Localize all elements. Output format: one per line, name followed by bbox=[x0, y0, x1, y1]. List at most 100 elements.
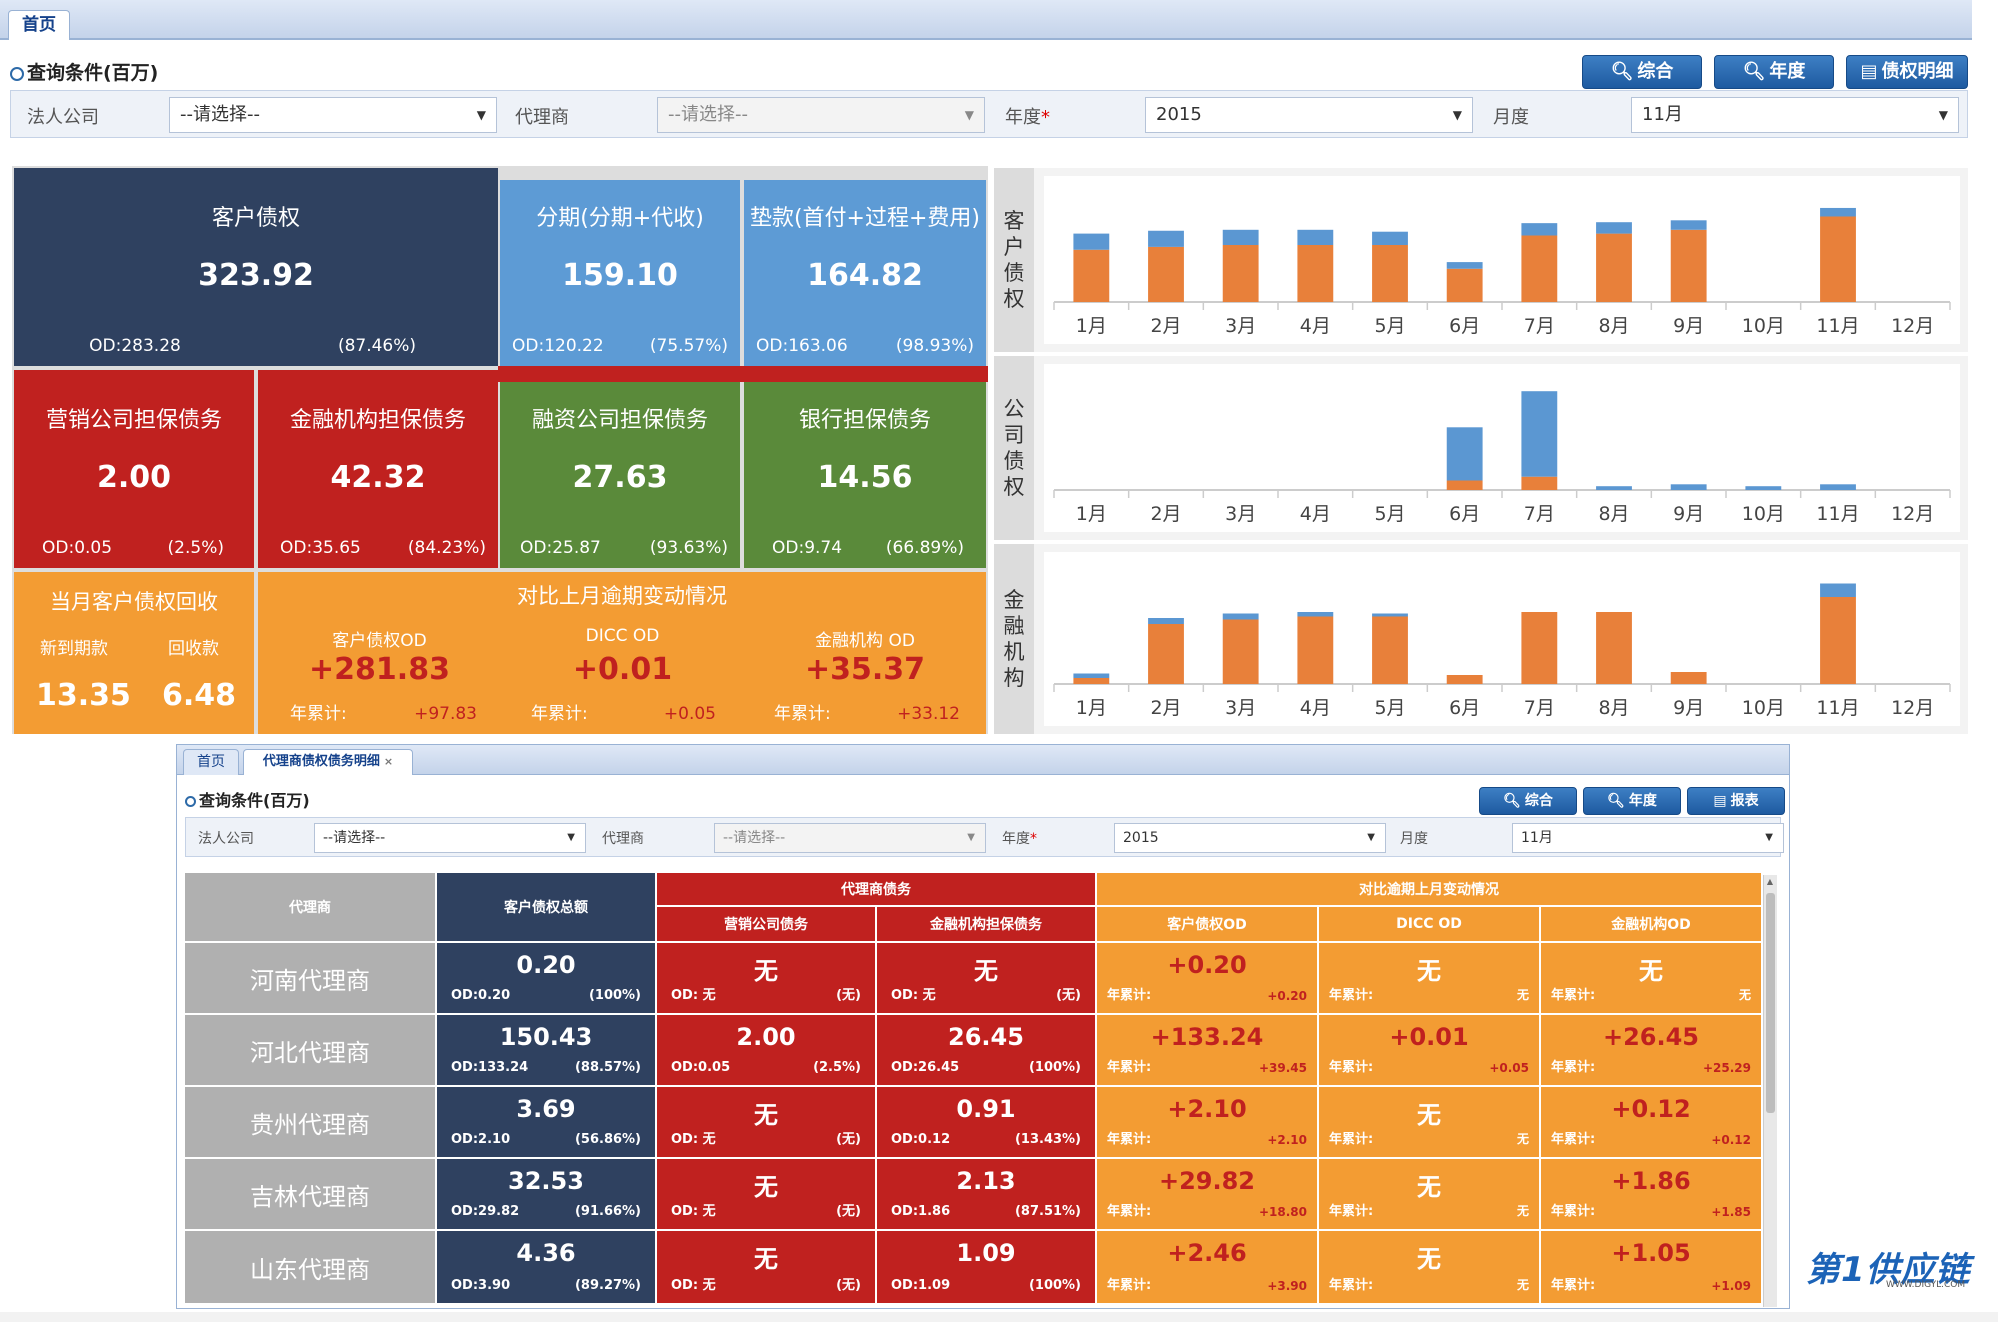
fin-od-cell[interactable]: +0.12 年累计: +0.12 bbox=[1541, 1087, 1761, 1157]
marketing-debt-cell[interactable]: 无 OD: 无 (无) bbox=[657, 1087, 875, 1157]
bar-segment[interactable] bbox=[1521, 235, 1558, 303]
tab-agent-detail[interactable]: 代理商债权债务明细 × bbox=[243, 749, 413, 775]
bar-segment[interactable] bbox=[1297, 229, 1334, 245]
customer-od-cell[interactable]: +2.46 年累计: +3.90 bbox=[1097, 1231, 1317, 1303]
close-icon[interactable]: × bbox=[383, 755, 394, 768]
bar-segment[interactable] bbox=[1596, 486, 1632, 490]
bar-segment[interactable] bbox=[1073, 673, 1110, 679]
bar-segment[interactable] bbox=[1222, 245, 1259, 302]
year-select[interactable]: 2015 ▼ bbox=[1114, 823, 1386, 853]
bar-segment[interactable] bbox=[1446, 675, 1483, 684]
marketing-debt-cell[interactable]: 无 OD: 无 (无) bbox=[657, 943, 875, 1013]
bar-segment[interactable] bbox=[1222, 619, 1259, 685]
bar-segment[interactable] bbox=[1372, 616, 1408, 685]
month-select[interactable]: 11月 ▼ bbox=[1631, 97, 1959, 133]
fin-od-cell[interactable]: +26.45 年累计: +25.29 bbox=[1541, 1015, 1761, 1085]
debt-detail-button[interactable]: ▤ 债权明细 bbox=[1846, 55, 1968, 89]
bar-segment[interactable] bbox=[1820, 207, 1856, 217]
marketing-debt-cell[interactable]: 无 OD: 无 (无) bbox=[657, 1159, 875, 1229]
customer-total-cell[interactable]: 0.20 OD:0.20 (100%) bbox=[437, 943, 655, 1013]
bar-segment[interactable] bbox=[1745, 486, 1782, 490]
bar-segment[interactable] bbox=[1820, 583, 1856, 598]
customer-total-cell[interactable]: 32.53 OD:29.82 (91.66%) bbox=[437, 1159, 655, 1229]
marketing-debt-cell[interactable]: 2.00 OD:0.05 (2.5%) bbox=[657, 1015, 875, 1085]
customer-od-cell[interactable]: +29.82 年累计: +18.80 bbox=[1097, 1159, 1317, 1229]
tile-customer-debt[interactable]: 客户债权 323.92 OD:283.28 (87.46%) bbox=[14, 168, 498, 366]
customer-total-cell[interactable]: 4.36 OD:3.90 (89.27%) bbox=[437, 1231, 655, 1303]
tile-compare-last-month[interactable]: 对比上月逾期变动情况 客户债权OD +281.83 年累计: +97.83 DI… bbox=[258, 572, 986, 734]
bar-segment[interactable] bbox=[1670, 229, 1707, 302]
fin-inst-debt-cell[interactable]: 2.13 OD:1.86 (87.51%) bbox=[877, 1159, 1095, 1229]
bar-segment[interactable] bbox=[1148, 246, 1184, 302]
marketing-debt-cell[interactable]: 无 OD: 无 (无) bbox=[657, 1231, 875, 1303]
bar-segment[interactable] bbox=[1596, 222, 1632, 234]
tile-bank-guarantee[interactable]: 银行担保债务 14.56 OD:9.74 (66.89%) bbox=[744, 382, 986, 568]
bar-segment[interactable] bbox=[1446, 427, 1483, 481]
fin-od-cell[interactable]: +1.86 年累计: +1.85 bbox=[1541, 1159, 1761, 1229]
fin-od-cell[interactable]: +1.05 年累计: +1.09 bbox=[1541, 1231, 1761, 1303]
bar-segment[interactable] bbox=[1222, 613, 1259, 620]
bar-segment[interactable] bbox=[1297, 616, 1334, 685]
fin-od-cell[interactable]: 无年累计: 无 bbox=[1541, 943, 1761, 1013]
bar-segment[interactable] bbox=[1222, 229, 1259, 245]
dicc-od-cell[interactable]: +0.01 年累计: +0.05 bbox=[1319, 1015, 1539, 1085]
tile-monthly-recovery[interactable]: 当月客户债权回收 新到期款 回收款 13.35 6.48 bbox=[14, 572, 254, 734]
bar-segment[interactable] bbox=[1820, 484, 1856, 490]
customer-total-cell[interactable]: 150.43 OD:133.24 (88.57%) bbox=[437, 1015, 655, 1085]
fin-inst-debt-cell[interactable]: 0.91 OD:0.12 (13.43%) bbox=[877, 1087, 1095, 1157]
bar-segment[interactable] bbox=[1670, 672, 1707, 684]
bar-segment[interactable] bbox=[1521, 223, 1558, 236]
tab-home[interactable]: 首页 bbox=[8, 10, 70, 40]
agent-name-cell[interactable]: 山东代理商 bbox=[185, 1231, 435, 1303]
bar-segment[interactable] bbox=[1297, 245, 1334, 302]
fin-inst-debt-cell[interactable]: 26.45 OD:26.45 (100%) bbox=[877, 1015, 1095, 1085]
bar-segment[interactable] bbox=[1670, 484, 1707, 490]
bar-segment[interactable] bbox=[1446, 262, 1483, 269]
customer-od-cell[interactable]: +133.24 年累计: +39.45 bbox=[1097, 1015, 1317, 1085]
scroll-up-icon[interactable]: ▲ bbox=[1766, 877, 1774, 886]
comprehensive-button[interactable]: 🔍︎ 综合 bbox=[1582, 55, 1702, 89]
agent-name-cell[interactable]: 河北代理商 bbox=[185, 1015, 435, 1085]
agent-name-cell[interactable]: 吉林代理商 bbox=[185, 1159, 435, 1229]
dicc-od-cell[interactable]: 无年累计: 无 bbox=[1319, 943, 1539, 1013]
legal-company-select[interactable]: --请选择-- ▼ bbox=[314, 823, 586, 853]
bar-segment[interactable] bbox=[1446, 268, 1483, 302]
year-select[interactable]: 2015 ▼ bbox=[1145, 97, 1473, 133]
comprehensive-button[interactable]: 🔍︎ 综合 bbox=[1479, 787, 1577, 815]
tile-installment[interactable]: 分期(分期+代收) 159.10 OD:120.22 (75.57%) bbox=[500, 180, 740, 366]
agent-name-cell[interactable]: 贵州代理商 bbox=[185, 1087, 435, 1157]
bar-segment[interactable] bbox=[1297, 612, 1334, 617]
customer-od-cell[interactable]: +2.10 年累计: +2.10 bbox=[1097, 1087, 1317, 1157]
report-button[interactable]: ▤ 报表 bbox=[1687, 787, 1785, 815]
customer-total-cell[interactable]: 3.69 OD:2.10 (56.86%) bbox=[437, 1087, 655, 1157]
fin-inst-debt-cell[interactable]: 无 OD: 无 (无) bbox=[877, 943, 1095, 1013]
tile-marketing-guarantee[interactable]: 营销公司担保债务 2.00 OD:0.05 (2.5%) bbox=[14, 370, 254, 568]
bar-segment[interactable] bbox=[1073, 249, 1110, 302]
annual-button[interactable]: 🔍︎ 年度 bbox=[1583, 787, 1681, 815]
month-select[interactable]: 11月 ▼ bbox=[1512, 823, 1784, 853]
bar-segment[interactable] bbox=[1372, 613, 1408, 617]
bar-segment[interactable] bbox=[1372, 231, 1408, 245]
dicc-od-cell[interactable]: 无年累计: 无 bbox=[1319, 1159, 1539, 1229]
tile-advance[interactable]: 垫款(首付+过程+费用) 164.82 OD:163.06 (98.93%) bbox=[744, 180, 986, 366]
bar-segment[interactable] bbox=[1670, 220, 1707, 230]
bar-segment[interactable] bbox=[1820, 597, 1856, 684]
agent-name-cell[interactable]: 河南代理商 bbox=[185, 943, 435, 1013]
bar-segment[interactable] bbox=[1446, 480, 1483, 491]
bar-segment[interactable] bbox=[1596, 233, 1632, 302]
dicc-od-cell[interactable]: 无年累计: 无 bbox=[1319, 1231, 1539, 1303]
dicc-od-cell[interactable]: 无年累计: 无 bbox=[1319, 1087, 1539, 1157]
agent-select[interactable]: --请选择-- ▼ bbox=[657, 97, 985, 133]
bar-segment[interactable] bbox=[1820, 216, 1856, 303]
bar-segment[interactable] bbox=[1148, 624, 1184, 684]
tile-financing-guarantee[interactable]: 融资公司担保债务 27.63 OD:25.87 (93.63%) bbox=[500, 382, 740, 568]
agent-select[interactable]: --请选择-- ▼ bbox=[714, 823, 986, 853]
bar-segment[interactable] bbox=[1521, 612, 1558, 684]
scrollbar-thumb[interactable] bbox=[1766, 893, 1775, 1113]
fin-inst-debt-cell[interactable]: 1.09 OD:1.09 (100%) bbox=[877, 1231, 1095, 1303]
tile-fin-inst-guarantee[interactable]: 金融机构担保债务 42.32 OD:35.65 (84.23%) bbox=[258, 370, 498, 568]
bar-segment[interactable] bbox=[1148, 230, 1184, 247]
annual-button[interactable]: 🔍︎ 年度 bbox=[1714, 55, 1834, 89]
legal-company-select[interactable]: --请选择-- ▼ bbox=[169, 97, 497, 133]
bar-segment[interactable] bbox=[1073, 678, 1110, 684]
